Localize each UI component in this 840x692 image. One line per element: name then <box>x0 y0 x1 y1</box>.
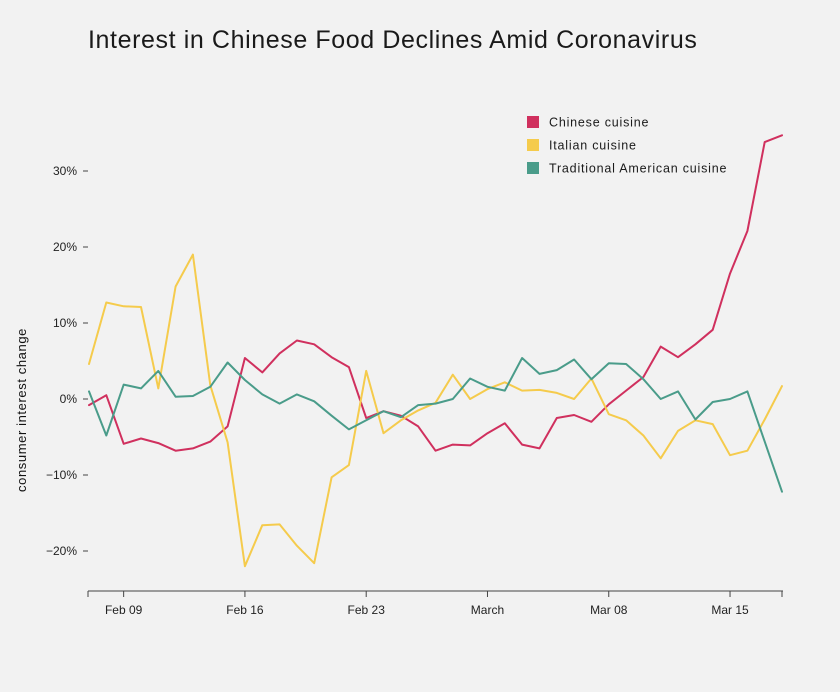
legend-label: Traditional American cuisine <box>549 162 727 176</box>
y-tick-label: −10% <box>46 468 77 482</box>
x-tick-label: March <box>471 603 504 617</box>
x-tick-label: Mar 15 <box>711 603 749 617</box>
legend-swatch <box>527 116 539 128</box>
series-line-chinese-cuisine <box>88 134 783 452</box>
legend-label: Italian cuisine <box>549 139 637 153</box>
y-tick-label: −20% <box>46 544 77 558</box>
series-line-traditional-american-cuisine <box>88 357 783 493</box>
axes-layer: −20% −10% 0% 10% 20% 30% Feb 09 Feb 16 Feb 23 Mar… <box>46 164 783 617</box>
legend-swatch <box>527 162 539 174</box>
x-tick-label: Mar 08 <box>590 603 628 617</box>
chart-title: Interest in Chinese Food Declines Amid C… <box>88 26 698 54</box>
legend-swatch <box>527 139 539 151</box>
series-line-italian-cuisine <box>88 253 783 568</box>
y-tick-label: 20% <box>53 240 77 254</box>
x-tick-label: Feb 23 <box>348 603 386 617</box>
y-tick-label: 0% <box>60 392 78 406</box>
y-tick-label: 10% <box>53 316 77 330</box>
legend: Chinese cuisine Italian cuisine Traditiona… <box>527 116 727 176</box>
x-tick-label: Feb 09 <box>105 603 143 617</box>
y-tick-label: 30% <box>53 164 77 178</box>
x-tick-label: Feb 16 <box>226 603 264 617</box>
series-layer <box>88 134 783 568</box>
y-axis-label: consumer interest change <box>14 328 29 492</box>
legend-label: Chinese cuisine <box>549 116 649 130</box>
